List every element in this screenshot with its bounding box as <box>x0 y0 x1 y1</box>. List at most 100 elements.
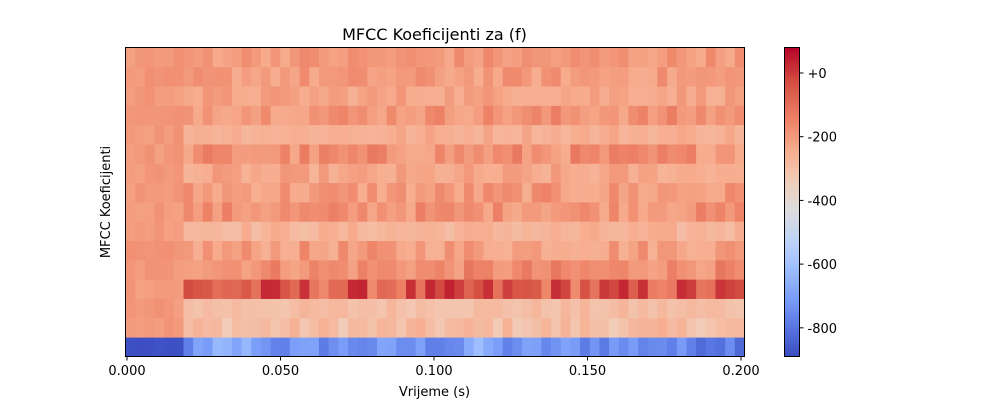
heatmap-cell <box>531 66 542 87</box>
heatmap-cell <box>425 124 436 145</box>
heatmap-cell <box>135 298 146 319</box>
heatmap-cell <box>531 317 542 338</box>
heatmap-cell <box>647 298 658 319</box>
heatmap-cell <box>144 66 155 87</box>
heatmap-cell <box>396 240 407 261</box>
heatmap-cell <box>560 298 571 319</box>
heatmap-cell <box>405 124 417 145</box>
heatmap-cell <box>425 317 436 338</box>
heatmap-cell <box>425 105 436 126</box>
heatmap-cell <box>512 66 523 87</box>
heatmap-cell <box>415 221 426 242</box>
heatmap-cell <box>473 163 484 184</box>
heatmap-cell <box>299 47 310 68</box>
heatmap-cell <box>551 66 562 87</box>
heatmap-cell <box>444 163 455 184</box>
heatmap-cell <box>193 298 204 319</box>
heatmap-cell <box>231 182 242 203</box>
heatmap-cell <box>647 124 658 145</box>
heatmap-cell <box>183 144 194 164</box>
heatmap-cell <box>425 337 436 357</box>
heatmap-cell <box>318 124 330 145</box>
heatmap-cell <box>522 337 533 357</box>
heatmap-cell <box>289 298 300 319</box>
heatmap-cell <box>125 259 136 280</box>
heatmap-cell <box>444 47 455 68</box>
heatmap-cell <box>241 317 252 338</box>
heatmap-cell <box>541 279 552 299</box>
heatmap-cell <box>560 124 571 145</box>
heatmap-cell <box>231 105 242 126</box>
heatmap-cell <box>676 221 687 242</box>
heatmap-cell <box>696 182 707 203</box>
heatmap-cell <box>318 144 330 164</box>
heatmap-cell <box>405 279 417 299</box>
heatmap-cell <box>309 144 320 164</box>
heatmap-cell <box>444 279 455 299</box>
heatmap-cell <box>609 144 620 164</box>
colorbar-tick-label: +0 <box>808 67 827 82</box>
heatmap-cell <box>657 144 668 164</box>
heatmap-cell <box>725 259 736 280</box>
heatmap-cell <box>357 66 368 87</box>
heatmap-cell <box>560 163 571 184</box>
heatmap-cell <box>638 144 649 164</box>
heatmap-cell <box>251 163 262 184</box>
heatmap-cell <box>231 279 242 299</box>
x-tick-label: 0.150 <box>569 364 606 379</box>
heatmap-cell <box>318 279 330 299</box>
heatmap-cell <box>125 144 136 164</box>
heatmap-cell <box>309 337 320 357</box>
heatmap-cell <box>231 47 242 68</box>
heatmap-cell <box>415 144 426 164</box>
heatmap-cell <box>464 202 475 222</box>
heatmap-cell <box>367 240 378 261</box>
heatmap-cell <box>367 163 378 184</box>
heatmap-cell <box>289 240 300 261</box>
heatmap-cell <box>270 298 281 319</box>
heatmap-cell <box>522 66 533 87</box>
heatmap-cell <box>715 163 726 184</box>
heatmap-cell <box>328 240 339 261</box>
heatmap-cell <box>173 202 184 222</box>
heatmap-cell <box>667 47 678 68</box>
heatmap-cell <box>493 182 504 203</box>
heatmap-cell <box>173 259 184 280</box>
x-axis: 0.000 0.050 0.100 0.150 0.200 <box>108 356 760 379</box>
heatmap-cell <box>357 240 368 261</box>
heatmap-cell <box>289 182 300 203</box>
heatmap-cell <box>135 279 146 299</box>
heatmap-cell <box>328 182 339 203</box>
heatmap-cell <box>425 240 436 261</box>
heatmap-cell <box>183 259 194 280</box>
heatmap-cell <box>386 259 397 280</box>
heatmap-cell <box>164 86 175 106</box>
heatmap-cell <box>628 337 639 357</box>
heatmap-cell <box>454 240 465 261</box>
heatmap-cell <box>725 66 736 87</box>
heatmap-cell <box>212 240 223 261</box>
heatmap-cell <box>357 144 368 164</box>
heatmap-cell <box>164 124 175 145</box>
heatmap-cell <box>657 163 668 184</box>
heatmap-cell <box>676 47 687 68</box>
heatmap-cell <box>173 298 184 319</box>
heatmap-cell <box>502 240 513 261</box>
heatmap-cell <box>667 298 678 319</box>
heatmap-cell <box>338 124 349 145</box>
heatmap-cell <box>367 317 378 338</box>
heatmap-cell <box>647 163 658 184</box>
heatmap-cell <box>164 144 175 164</box>
heatmap-cell <box>473 221 484 242</box>
heatmap-cell <box>454 279 465 299</box>
heatmap-cell <box>376 163 388 184</box>
heatmap-cell <box>473 105 484 126</box>
heatmap-cell <box>502 163 513 184</box>
heatmap-cell <box>686 279 697 299</box>
heatmap-cell <box>347 105 359 126</box>
heatmap-cell <box>183 105 194 126</box>
heatmap-cell <box>347 47 359 68</box>
heatmap-cell <box>531 105 542 126</box>
heatmap-cell <box>396 279 407 299</box>
heatmap-cell <box>444 298 455 319</box>
